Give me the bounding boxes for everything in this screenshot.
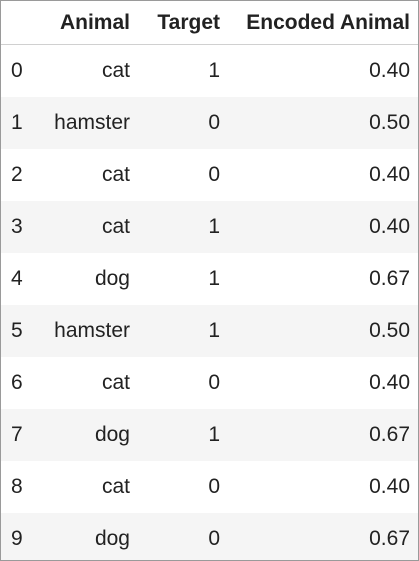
row-index: 8 [11,475,23,498]
table-header: Animal Target Encoded Animal [1,1,418,45]
cell-encoded-animal: 0.40 [369,59,410,82]
table-row: 6 cat 0 0.40 [1,357,418,409]
cell-target: 0 [208,163,220,186]
cell-encoded-animal: 0.67 [369,527,410,550]
row-index: 1 [11,111,23,134]
cell-animal: cat [101,215,130,238]
cell-target: 0 [208,371,220,394]
cell-encoded-animal: 0.40 [369,163,410,186]
cell-animal: dog [94,423,130,446]
row-index: 7 [11,423,23,446]
table-row: 5 hamster 1 0.50 [1,305,418,357]
header-target: Target [138,1,228,45]
cell-animal: dog [94,267,130,290]
cell-target: 1 [208,319,220,342]
cell-animal: cat [101,163,130,186]
table-row: 0 cat 1 0.40 [1,44,418,97]
cell-encoded-animal: 0.40 [369,475,410,498]
row-index: 3 [11,215,23,238]
cell-encoded-animal: 0.50 [369,111,410,134]
cell-target: 0 [208,475,220,498]
header-encoded-animal: Encoded Animal [228,1,418,45]
cell-target: 1 [208,215,220,238]
row-index: 5 [11,319,23,342]
cell-animal: hamster [54,111,130,134]
cell-animal: hamster [54,319,130,342]
table-row: 7 dog 1 0.67 [1,409,418,461]
cell-target: 1 [208,59,220,82]
cell-target: 0 [208,111,220,134]
table-row: 9 dog 0 0.67 [1,513,418,560]
cell-target: 1 [208,423,220,446]
cell-encoded-animal: 0.67 [369,267,410,290]
cell-encoded-animal: 0.40 [369,371,410,394]
cell-target: 0 [208,527,220,550]
header-index [1,1,33,45]
row-index: 9 [11,527,23,550]
cell-encoded-animal: 0.50 [369,319,410,342]
cell-animal: dog [94,527,130,550]
cell-target: 1 [208,267,220,290]
cell-encoded-animal: 0.40 [369,215,410,238]
header-row: Animal Target Encoded Animal [1,1,418,45]
table-row: 1 hamster 0 0.50 [1,97,418,149]
cell-animal: cat [101,371,130,394]
table-row: 4 dog 1 0.67 [1,253,418,305]
row-index: 4 [11,267,23,290]
row-index: 6 [11,371,23,394]
cell-animal: cat [101,475,130,498]
row-index: 0 [11,59,23,82]
table-row: 3 cat 1 0.40 [1,201,418,253]
cell-animal: cat [101,59,130,82]
table-row: 2 cat 0 0.40 [1,149,418,201]
header-animal: Animal [33,1,138,45]
cell-encoded-animal: 0.67 [369,423,410,446]
row-index: 2 [11,163,23,186]
table-body: 0 cat 1 0.40 1 hamster 0 0.50 2 cat 0 0.… [1,44,418,560]
table-row: 8 cat 0 0.40 [1,461,418,513]
